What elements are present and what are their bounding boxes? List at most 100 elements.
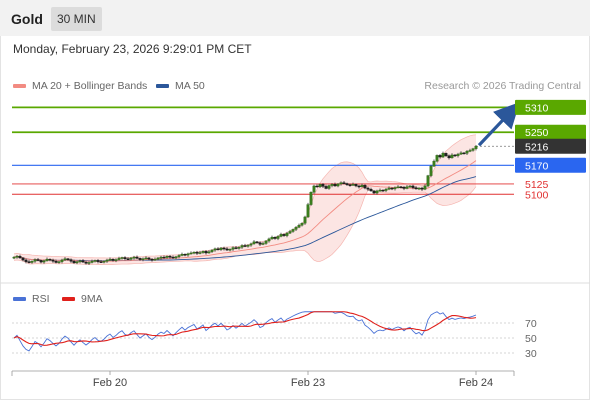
candle-body-up	[339, 182, 343, 185]
candle-body-down	[282, 234, 286, 236]
candle-body-down	[138, 258, 142, 260]
candle-body-down	[453, 154, 457, 157]
forecast-arrow	[477, 102, 520, 147]
candle	[201, 250, 205, 254]
candle-body-up	[42, 260, 46, 263]
candle-body-down	[342, 182, 346, 184]
candle	[273, 236, 277, 240]
candle-body-down	[234, 247, 238, 249]
candle	[81, 259, 85, 263]
level-label-5250: 5250	[525, 127, 549, 139]
candle-body-up	[291, 229, 295, 232]
candle-body-down	[81, 260, 85, 263]
candle	[105, 258, 109, 263]
candle	[51, 258, 55, 263]
rsi-tick-50: 50	[525, 333, 537, 345]
credit-text: Research © 2026 Trading Central	[424, 80, 581, 92]
candle-body-up	[93, 260, 97, 262]
rsi-tick-70: 70	[525, 318, 537, 330]
candle	[207, 250, 211, 254]
legend-swatch-ma50	[156, 84, 169, 89]
candle-body-up	[156, 257, 160, 260]
candle-body-down	[126, 258, 130, 260]
candle-body-up	[276, 236, 280, 239]
candle-body-up	[30, 261, 34, 263]
candle	[114, 258, 118, 263]
candle	[204, 250, 208, 255]
candle	[291, 228, 295, 233]
candle	[69, 258, 73, 263]
candle-body-up	[327, 185, 331, 189]
legend-label-9ma: 9MA	[81, 293, 103, 305]
candle-body-up	[264, 240, 268, 244]
candle	[189, 251, 193, 255]
candle	[411, 184, 415, 190]
candle	[57, 260, 61, 264]
candle-body-down	[162, 256, 166, 259]
x-tick-label: Feb 20	[93, 377, 127, 389]
candle	[453, 154, 457, 158]
candle-body-down	[345, 183, 349, 185]
candle	[48, 258, 52, 262]
candle	[444, 152, 448, 158]
candle-body-up	[141, 258, 145, 260]
candle	[27, 260, 31, 264]
candle-body-down	[24, 259, 28, 262]
candle	[234, 245, 238, 250]
candle-body-up	[330, 184, 334, 186]
candle-body-up	[159, 256, 163, 259]
candle	[120, 256, 124, 260]
candle	[363, 184, 367, 190]
x-tick-label: Feb 24	[459, 377, 493, 389]
candle	[270, 235, 274, 240]
candle-body-down	[258, 242, 262, 245]
candle	[90, 259, 94, 264]
candle-body-down	[36, 259, 40, 261]
candle	[471, 147, 475, 152]
candle	[351, 182, 355, 186]
candle	[180, 252, 184, 257]
legend-ma50: MA 50	[156, 80, 205, 92]
candle	[132, 255, 136, 260]
candle-body-down	[324, 186, 328, 189]
candle-body-up	[144, 257, 148, 260]
candle-body-down	[447, 155, 451, 159]
candle	[399, 185, 403, 189]
legend-label-rsi: RSI	[32, 293, 50, 305]
candle-body-up	[261, 243, 265, 245]
candle-body-up	[132, 256, 136, 259]
candle	[309, 191, 313, 206]
candle	[369, 187, 373, 192]
candle-body-down	[222, 247, 226, 250]
candle-body-down	[372, 190, 376, 194]
candle	[426, 174, 430, 188]
candle-body-down	[381, 189, 385, 192]
candle-body-up	[312, 185, 316, 193]
candle	[162, 255, 166, 259]
candle	[60, 258, 64, 264]
candle	[345, 182, 349, 186]
candle	[285, 231, 289, 238]
candle-body-down	[333, 184, 337, 187]
candle-body-up	[252, 241, 256, 245]
level-tag-5310	[515, 99, 586, 115]
candle-body-down	[147, 257, 151, 260]
candle	[210, 249, 214, 253]
candle	[219, 247, 223, 251]
candle	[414, 185, 418, 190]
candle	[129, 257, 133, 261]
candle-body-up	[318, 184, 322, 188]
x-tick-label: Feb 23	[291, 377, 325, 389]
candle	[429, 164, 433, 178]
candle	[45, 257, 49, 262]
candle-body-up	[219, 247, 223, 250]
candle	[240, 244, 244, 249]
candle	[261, 241, 265, 246]
timeframe-badge[interactable]: 30 MIN	[51, 7, 102, 31]
candle-body-up	[393, 187, 397, 190]
candle-body-up	[375, 190, 379, 194]
candle	[24, 258, 28, 264]
top-bar: Gold 30 MIN	[0, 0, 590, 36]
candle-body-down	[27, 261, 31, 263]
candle-body-up	[378, 189, 382, 192]
